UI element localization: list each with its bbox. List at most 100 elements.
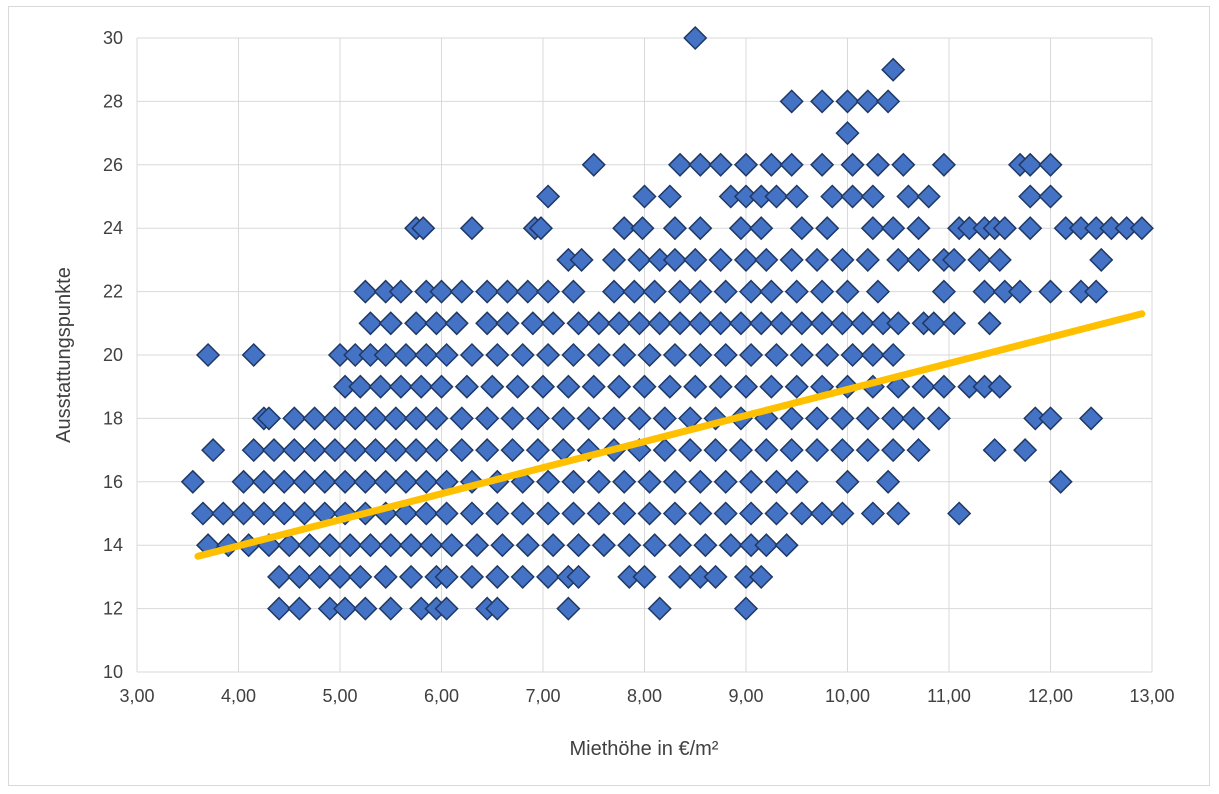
data-point: [835, 279, 860, 304]
data-point: [683, 374, 708, 399]
data-point: [1018, 216, 1043, 241]
data-point: [515, 279, 540, 304]
data-point: [764, 469, 789, 494]
chart-frame: [8, 6, 1210, 786]
data-point: [667, 533, 693, 558]
data-point: [282, 406, 307, 431]
data-point: [464, 533, 490, 558]
data-point: [561, 501, 586, 526]
data-point: [358, 533, 383, 558]
data-point: [739, 501, 764, 526]
data-point: [810, 501, 835, 526]
data-point: [789, 501, 814, 526]
data-point: [566, 533, 591, 558]
data-point: [688, 501, 713, 526]
data-point: [886, 247, 911, 272]
data-point: [992, 216, 1017, 241]
data-point: [764, 501, 789, 526]
data-point: [987, 374, 1012, 399]
data-point: [581, 374, 606, 399]
data-point: [1038, 406, 1063, 431]
data-point: [449, 406, 474, 431]
data-point: [835, 469, 860, 494]
data-point: [312, 469, 337, 494]
data-point: [759, 279, 784, 304]
data-point: [601, 406, 627, 431]
data-point: [840, 152, 865, 177]
trendline: [194, 310, 1146, 560]
data-point: [404, 406, 429, 431]
data-point: [272, 501, 297, 526]
data-point: [485, 342, 510, 368]
data-point: [713, 279, 738, 304]
data-point: [881, 438, 906, 463]
data-point: [804, 406, 830, 431]
data-point: [733, 247, 759, 272]
data-point: [860, 501, 885, 526]
data-point: [739, 279, 764, 304]
data-point: [459, 342, 485, 368]
data-point: [688, 216, 713, 241]
data-point: [804, 247, 830, 272]
data-point: [1038, 279, 1063, 304]
data-point: [378, 533, 403, 558]
data-point: [647, 596, 672, 621]
data-point: [500, 438, 525, 463]
data-point: [693, 533, 718, 558]
y-tick-label: 26: [103, 155, 123, 175]
data-point: [373, 564, 398, 589]
data-point: [820, 184, 845, 209]
data-point: [982, 438, 1007, 463]
data-point: [749, 311, 774, 336]
data-point: [728, 438, 753, 463]
data-point: [404, 438, 429, 463]
data-point: [429, 374, 454, 399]
data-point: [688, 469, 713, 494]
data-point: [566, 311, 591, 336]
data-point: [267, 564, 292, 589]
data-point: [708, 152, 733, 177]
data-point: [261, 438, 287, 463]
data-point: [525, 438, 550, 463]
data-point: [947, 501, 972, 526]
y-tick-label: 22: [103, 282, 123, 302]
data-point: [251, 469, 276, 494]
data-point: [530, 374, 556, 399]
data-point: [627, 311, 652, 336]
data-point: [784, 279, 809, 304]
data-point: [779, 247, 804, 272]
data-point: [267, 596, 292, 621]
data-point: [784, 469, 809, 494]
y-tick-label: 30: [103, 28, 123, 48]
data-point: [728, 216, 753, 241]
data-point: [404, 311, 429, 336]
data-point: [510, 564, 535, 589]
data-point: [241, 342, 266, 368]
data-point: [475, 311, 500, 336]
y-tick-label: 18: [103, 408, 123, 428]
data-point: [667, 279, 693, 304]
data-point: [906, 216, 931, 241]
data-point: [373, 342, 398, 368]
data-point: [972, 279, 997, 304]
data-point: [860, 342, 885, 368]
data-point: [881, 342, 906, 368]
data-point: [378, 311, 403, 336]
data-point: [591, 533, 616, 558]
data-point: [348, 564, 373, 589]
y-tick-label: 10: [103, 662, 123, 682]
data-point: [657, 184, 682, 209]
data-point: [911, 374, 936, 399]
data-point: [830, 438, 855, 463]
data-point: [363, 438, 388, 463]
data-point: [434, 596, 459, 621]
data-point: [282, 438, 307, 463]
data-point: [881, 406, 906, 431]
x-tick-label: 13,00: [1129, 686, 1174, 706]
data-point: [931, 374, 956, 399]
data-point: [754, 438, 779, 463]
data-point: [830, 311, 855, 336]
data-point: [424, 311, 449, 336]
data-point: [231, 501, 256, 526]
data-point: [424, 438, 449, 463]
